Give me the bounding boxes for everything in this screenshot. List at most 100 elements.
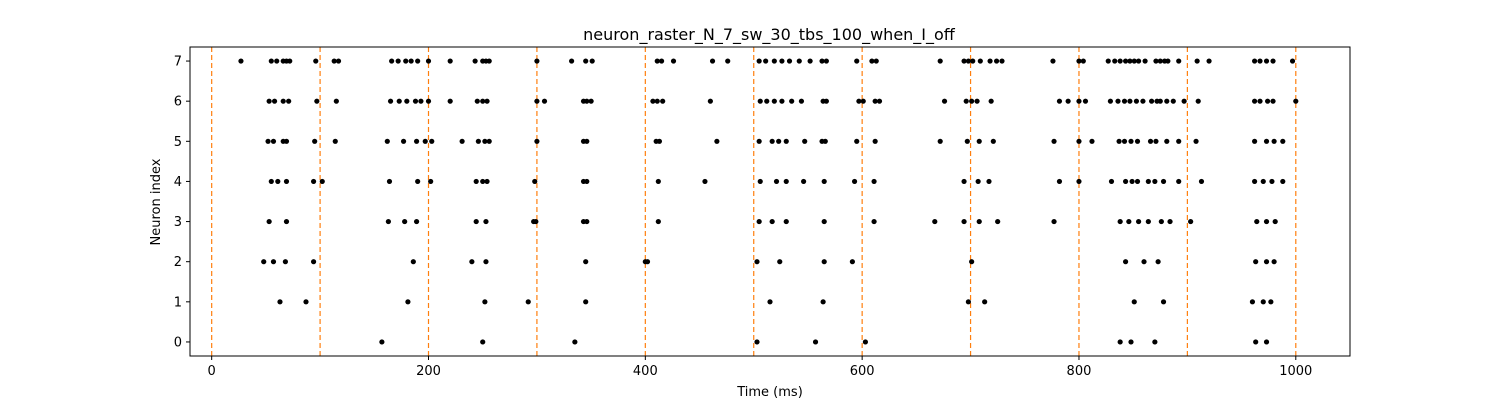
spike-point [1251,178,1258,185]
spike-point [415,58,421,64]
spike-point [1257,98,1263,104]
spike-point [1263,339,1270,345]
spike-point [583,259,589,265]
spike-point [1152,178,1158,185]
x-tick-label: 0 [208,364,216,379]
spike-point [1122,58,1129,64]
spike-point [313,58,319,64]
spike-point [969,98,975,104]
spike-point [583,299,589,305]
spike-point [482,138,488,144]
spike-point [702,178,708,185]
spike-point [283,138,290,144]
spike-point [754,339,760,345]
spike-point [1263,259,1270,265]
spike-point [869,58,875,64]
spike-point [1131,58,1137,64]
spike-point [796,58,802,64]
spike-point [644,259,651,265]
spike-point [1270,58,1276,64]
spike-point [965,299,971,305]
spike-point [1117,58,1123,64]
spike-point [1260,299,1266,305]
spike-point [1176,178,1182,185]
spike-point [650,98,656,104]
spike-point [415,178,421,185]
spike-point [801,178,807,185]
spike-point [977,58,983,64]
spike-point [862,339,869,345]
spike-point [314,98,320,104]
spike-point [714,138,720,144]
spike-point [277,299,283,305]
y-tick-label: 4 [174,175,182,190]
spike-point [271,98,278,104]
spike-point [265,138,271,144]
spike-point [1076,138,1082,144]
spike-point [1076,98,1082,104]
spike-point [871,178,877,185]
spike-point [823,58,829,64]
spike-point [976,138,982,144]
spike-point [1127,98,1133,104]
spike-point [534,138,540,144]
spike-point [387,98,394,104]
spike-point [776,138,782,144]
spike-point [403,58,409,64]
spike-point [1271,138,1277,144]
spike-point [429,138,435,144]
spike-point [1128,339,1134,345]
spike-point [584,178,590,185]
spike-point [1260,178,1266,185]
spike-point [1149,98,1155,104]
spike-point [756,138,762,144]
x-tick-label: 1000 [1279,364,1312,379]
spike-point [525,299,531,305]
spike-point [987,58,993,64]
spike-point [1134,138,1141,144]
spike-point [1122,259,1129,265]
spike-point [413,138,420,144]
spike-point [428,178,434,185]
spike-point [783,178,789,185]
spike-point [1145,218,1151,225]
spike-point [286,98,292,104]
spike-point [658,58,665,64]
spike-point [1206,58,1212,64]
spike-point [569,58,575,64]
spike-point [1122,178,1129,185]
spike-point [1131,299,1137,305]
spike-point [1193,138,1199,144]
spike-point [385,218,391,225]
spike-point [303,299,309,305]
spike-point [589,58,595,64]
spike-point [274,58,280,64]
spike-point [583,58,589,64]
x-tick-label: 800 [1067,364,1092,379]
spike-point [849,259,855,265]
spike-point [932,218,938,225]
spike-point [1121,138,1128,144]
spike-point [418,98,424,104]
spike-point [1280,178,1286,185]
spike-point [995,218,1001,225]
spike-point [1188,218,1194,225]
spike-point [1116,138,1122,144]
spike-point [976,218,982,225]
spike-point [532,178,538,185]
spike-point [1157,58,1163,64]
spike-point [410,259,416,265]
spike-point [786,58,793,64]
x-tick-label: 400 [633,364,658,379]
spike-point [275,178,281,185]
spike-point [270,138,277,144]
spike-point [534,98,540,104]
spike-point [1135,58,1142,64]
spike-point [1280,138,1286,144]
x-axis: 0 200 400 600 800 1000 [208,356,1312,379]
spike-point [331,58,337,64]
spike-point [1254,218,1260,225]
x-tick-label: 200 [416,364,441,379]
spike-point [725,58,731,64]
y-tick-label: 3 [174,215,182,230]
